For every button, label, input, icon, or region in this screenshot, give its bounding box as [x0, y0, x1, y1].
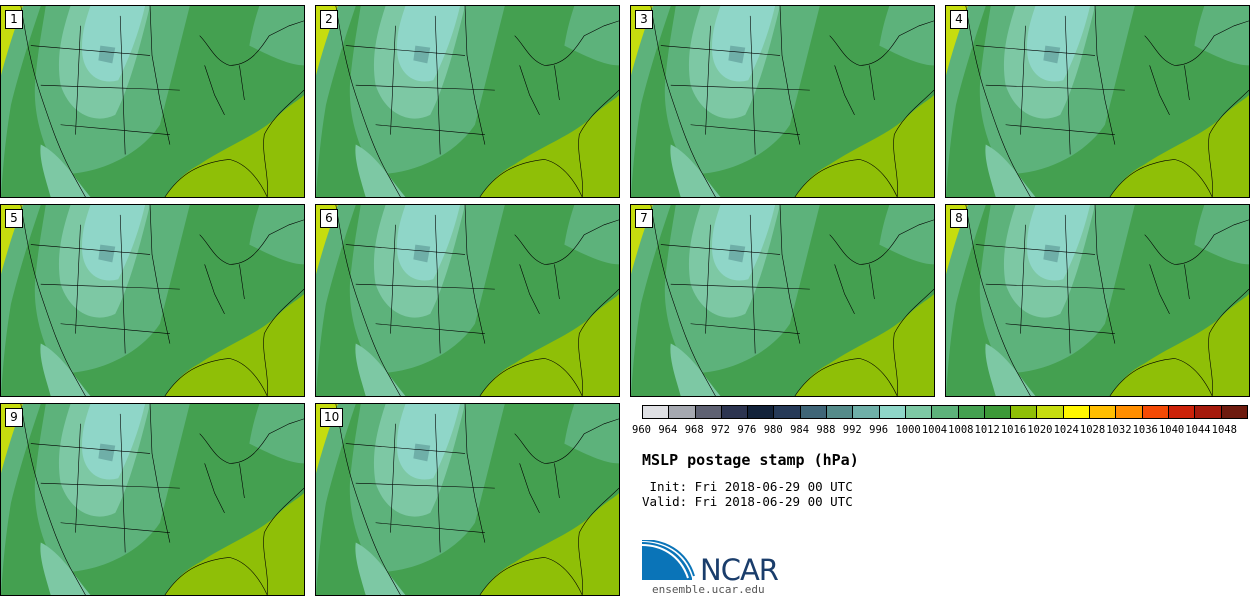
stamp-map — [316, 6, 619, 197]
colorbar-tick-label: 964 — [658, 424, 678, 436]
colorbar-segment — [1195, 406, 1222, 418]
stamp-10: 10 — [315, 403, 620, 596]
colorbar-tick-label: 1004 — [921, 424, 948, 436]
stamp-label: 7 — [635, 209, 653, 228]
colorbar-segment — [800, 406, 828, 418]
colorbar-tick-label: 1020 — [1027, 424, 1053, 436]
colorbar-tick-label: 972 — [711, 424, 730, 436]
colorbar-ticks: 960 964 968 972 976 980 984 988 992 996 1000 1004 10… — [632, 424, 1260, 438]
colorbar-segment — [1063, 406, 1091, 418]
colorbar-tick-label: 1012 — [974, 424, 1000, 436]
colorbar-tick-label: 1028 — [1079, 424, 1106, 436]
colorbar-segment — [1168, 406, 1196, 418]
stamp-label: 6 — [320, 209, 338, 228]
colorbar-tick-label: 968 — [684, 424, 704, 436]
colorbar-segment — [1037, 406, 1064, 418]
colorbar-segment — [643, 406, 670, 418]
colorbar-tick-label: 1024 — [1053, 424, 1079, 436]
colorbar-segment — [958, 406, 985, 418]
colorbar-tick-label: 992 — [842, 424, 862, 436]
colorbar-segment — [1142, 406, 1169, 418]
colorbar-segment — [721, 406, 749, 418]
colorbar-segment — [879, 406, 906, 418]
valid-time: Valid: Fri 2018-06-29 00 UTC — [642, 494, 853, 509]
stamp-7: 7 — [630, 204, 935, 397]
stamp-map — [631, 6, 934, 197]
colorbar-segment — [669, 406, 696, 418]
colorbar-tick-label: 976 — [737, 424, 757, 436]
legend-title: MSLP postage stamp (hPa) — [642, 451, 859, 469]
colorbar-tick-label: 1040 — [1158, 424, 1185, 436]
colorbar-tick-label: 960 — [632, 424, 651, 436]
stamp-1: 1 — [0, 5, 305, 198]
ncar-logo-text: NCAR — [700, 553, 779, 587]
stamp-map — [1, 404, 304, 595]
colorbar-tick-label: 1036 — [1132, 424, 1158, 436]
stamp-map — [946, 205, 1249, 396]
stamp-label: 5 — [5, 209, 23, 228]
stamp-map — [946, 6, 1249, 197]
colorbar-tick-label: 980 — [763, 424, 783, 436]
colorbar-tick-label: 1032 — [1106, 424, 1132, 436]
colorbar-tick-label: 984 — [790, 424, 810, 436]
colorbar-tick-label: 1008 — [948, 424, 974, 436]
stamp-map — [1, 6, 304, 197]
stamp-label: 9 — [5, 408, 23, 427]
colorbar-segment — [984, 406, 1012, 418]
colorbar-segment — [853, 406, 880, 418]
colorbar-segment — [827, 406, 854, 418]
colorbar-tick-label: 1000 — [895, 424, 921, 436]
stamp-map — [1, 205, 304, 396]
stamp-2: 2 — [315, 5, 620, 198]
colorbar-tick-label: 1048 — [1211, 424, 1237, 436]
ncar-logo-icon — [642, 540, 695, 580]
colorbar-segment — [774, 406, 801, 418]
stamp-map — [631, 205, 934, 396]
stamp-5: 5 — [0, 204, 305, 397]
stamp-4: 4 — [945, 5, 1250, 198]
stamp-map — [316, 205, 619, 396]
logo-url: ensemble.ucar.edu — [652, 583, 765, 596]
colorbar-segment — [695, 406, 722, 418]
stamp-label: 10 — [320, 408, 344, 427]
stamp-label: 1 — [5, 10, 23, 29]
init-time: Init: Fri 2018-06-29 00 UTC — [642, 479, 853, 494]
colorbar-tick-label: 1044 — [1185, 424, 1211, 436]
stamp-map — [316, 404, 619, 595]
colorbar-segment — [932, 406, 959, 418]
colorbar-tick-label: 996 — [869, 424, 889, 436]
colorbar-tick-label: 988 — [816, 424, 836, 436]
colorbar-segment — [1116, 406, 1143, 418]
colorbar — [642, 405, 1248, 419]
stamp-9: 9 — [0, 403, 305, 596]
colorbar-tick-label: 1016 — [1000, 424, 1027, 436]
colorbar-segment — [1221, 406, 1247, 418]
stamp-label: 2 — [320, 10, 338, 29]
stamp-label: 4 — [950, 10, 968, 29]
colorbar-segment — [1090, 406, 1117, 418]
stamp-3: 3 — [630, 5, 935, 198]
stamp-label: 3 — [635, 10, 653, 29]
stamp-8: 8 — [945, 204, 1250, 397]
stamp-6: 6 — [315, 204, 620, 397]
colorbar-segment — [1011, 406, 1038, 418]
colorbar-segment — [748, 406, 775, 418]
stamp-label: 8 — [950, 209, 968, 228]
colorbar-segment — [905, 406, 933, 418]
